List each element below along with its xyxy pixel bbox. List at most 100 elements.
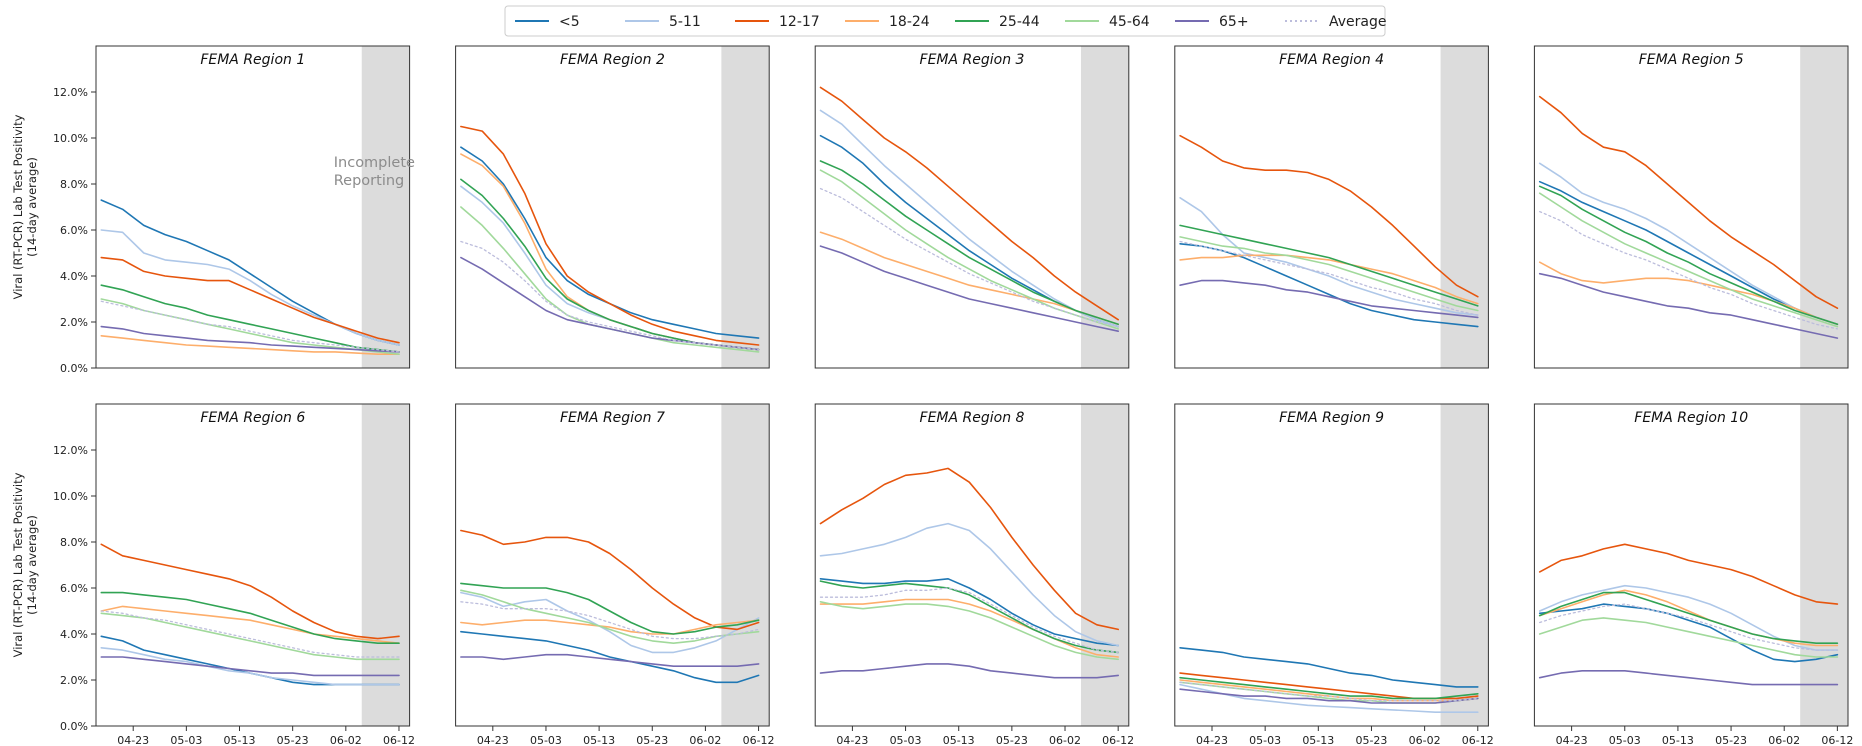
x-tick-label: 06-02 bbox=[1768, 734, 1800, 746]
panel-fema-region-7: FEMA Region 7 04-23 05-03 05-13 05-23 06-02 06… bbox=[455, 403, 775, 746]
series-line-5 bbox=[1538, 603, 1839, 663]
panel-frame bbox=[95, 45, 411, 369]
series-line-65 bbox=[819, 663, 1119, 679]
y-tick-label: 10.0% bbox=[53, 490, 88, 503]
series-line-average bbox=[1179, 681, 1479, 702]
legend-item-5: <5 bbox=[515, 14, 580, 30]
x-tick-label: 05-23 bbox=[636, 734, 668, 746]
series-line-12-17 bbox=[100, 256, 400, 344]
series-line-average bbox=[819, 187, 1119, 328]
series-line-25-44 bbox=[819, 580, 1119, 654]
panel-title: FEMA Region 2 bbox=[560, 52, 665, 68]
series-line-25-44 bbox=[460, 582, 760, 635]
series-line-5 bbox=[819, 577, 1119, 647]
x-tick-label: 05-13 bbox=[1302, 734, 1334, 746]
panel-fema-region-4: FEMA Region 4 bbox=[1174, 45, 1489, 369]
series-line-18-24 bbox=[1538, 589, 1839, 647]
y-tick-label: 0.0% bbox=[60, 720, 88, 733]
y-tick-label: 10.0% bbox=[53, 132, 88, 145]
series-line-65 bbox=[460, 653, 760, 668]
x-tick-label: 04-23 bbox=[1196, 734, 1228, 746]
panel-title: FEMA Region 6 bbox=[200, 410, 305, 426]
series-line-65 bbox=[819, 245, 1119, 333]
series-line-5 bbox=[460, 146, 760, 339]
x-tick-label: 06-02 bbox=[1049, 734, 1081, 746]
y-axis-label: Viral (RT-PCR) Lab Test Positivity (14-da… bbox=[11, 114, 39, 299]
series-line-45-64 bbox=[460, 589, 760, 645]
panel-title: FEMA Region 1 bbox=[200, 52, 305, 68]
x-tick-label: 05-03 bbox=[1249, 734, 1281, 746]
panel-fema-region-5: FEMA Region 5 bbox=[1533, 45, 1849, 369]
series-line-45-64 bbox=[100, 298, 400, 356]
series-line-5-11 bbox=[819, 522, 1119, 647]
series-line-65 bbox=[100, 656, 400, 677]
legend-label-18-24: 18-24 bbox=[889, 14, 930, 30]
panel-title: FEMA Region 3 bbox=[920, 52, 1025, 68]
y-tick-label: 4.0% bbox=[60, 628, 88, 641]
series-line-25-44 bbox=[100, 284, 400, 353]
incomplete-reporting-shade bbox=[361, 404, 410, 726]
x-tick-label: 04-23 bbox=[1556, 734, 1588, 746]
panel-title: FEMA Region 7 bbox=[560, 410, 665, 426]
series-line-45-64 bbox=[100, 612, 400, 661]
series-line-18-24 bbox=[100, 605, 400, 645]
x-tick-label: 05-13 bbox=[583, 734, 615, 746]
series-line-65 bbox=[1538, 669, 1839, 686]
panel-fema-region-8: FEMA Region 8 04-23 05-03 05-13 05-23 06-02 06… bbox=[814, 403, 1134, 746]
series-line-65 bbox=[100, 325, 400, 353]
legend-label-average: Average bbox=[1329, 14, 1387, 30]
y-tick-label: 12.0% bbox=[53, 444, 88, 457]
y-tick-label: 4.0% bbox=[60, 270, 88, 283]
x-tick-label: 05-23 bbox=[996, 734, 1028, 746]
panel-frame bbox=[814, 45, 1130, 369]
y-axis-labels: Viral (RT-PCR) Lab Test Positivity (14-da… bbox=[11, 114, 39, 657]
series-line-12-17 bbox=[819, 86, 1119, 321]
legend-label-12-17: 12-17 bbox=[779, 14, 820, 30]
series-line-5-11 bbox=[1179, 197, 1479, 316]
series-line-18-24 bbox=[1179, 254, 1479, 305]
legend: <5 5-11 12-17 18-24 25-44 45-64 65+ Average bbox=[504, 5, 1387, 37]
x-tick-label: 05-03 bbox=[890, 734, 922, 746]
y-tick-label: 2.0% bbox=[60, 316, 88, 329]
series-line-12-17 bbox=[1179, 134, 1479, 298]
x-tick-label: 06-12 bbox=[1102, 734, 1134, 746]
series-line-5-11 bbox=[460, 185, 760, 351]
x-tick-label: 05-03 bbox=[170, 734, 202, 746]
legend-box bbox=[504, 5, 1386, 37]
y-axis-label-line: Viral (RT-PCR) Lab Test Positivity bbox=[11, 472, 25, 657]
legend-item-45-64: 45-64 bbox=[1065, 14, 1150, 30]
x-tick-label: 06-12 bbox=[1462, 734, 1494, 746]
series-line-5 bbox=[460, 630, 760, 684]
series-line-25-44 bbox=[1538, 185, 1839, 326]
panel-frame bbox=[455, 45, 770, 369]
series-line-65 bbox=[1538, 272, 1839, 339]
incomplete-reporting-shade bbox=[1440, 404, 1489, 726]
series-line-5-11 bbox=[100, 229, 400, 346]
x-tick-label: 05-23 bbox=[277, 734, 309, 746]
series-line-18-24 bbox=[460, 619, 760, 635]
series-line-25-44 bbox=[100, 591, 400, 645]
y-tick-label: 6.0% bbox=[60, 224, 88, 237]
incomplete-reporting-shade bbox=[1800, 404, 1848, 726]
legend-label-45-64: 45-64 bbox=[1109, 14, 1150, 30]
panel-fema-region-3: FEMA Region 3 bbox=[814, 45, 1130, 369]
panel-fema-region-9: FEMA Region 9 04-23 05-03 05-13 05-23 06-02 06… bbox=[1174, 403, 1494, 746]
series-line-average bbox=[819, 587, 1119, 654]
y-axis-label-line: (14-day average) bbox=[25, 515, 39, 615]
legend-item-18-24: 18-24 bbox=[845, 14, 930, 30]
incomplete-reporting-label: Reporting bbox=[334, 173, 405, 189]
series-line-12-17 bbox=[819, 467, 1119, 631]
panel-frame bbox=[1533, 403, 1849, 727]
incomplete-reporting-shade bbox=[1080, 404, 1129, 726]
legend-item-average: Average bbox=[1285, 14, 1387, 30]
y-tick-label: 0.0% bbox=[60, 362, 88, 375]
panel-frame bbox=[1174, 403, 1489, 727]
series-line-12-17 bbox=[1538, 95, 1839, 310]
x-tick-label: 06-12 bbox=[383, 734, 415, 746]
series-line-65 bbox=[1179, 688, 1479, 704]
series-line-average bbox=[460, 240, 760, 351]
x-tick-label: 06-02 bbox=[330, 734, 362, 746]
series-line-12-17 bbox=[100, 543, 400, 640]
panel-title: FEMA Region 5 bbox=[1639, 52, 1744, 68]
series-line-average bbox=[1539, 210, 1839, 330]
